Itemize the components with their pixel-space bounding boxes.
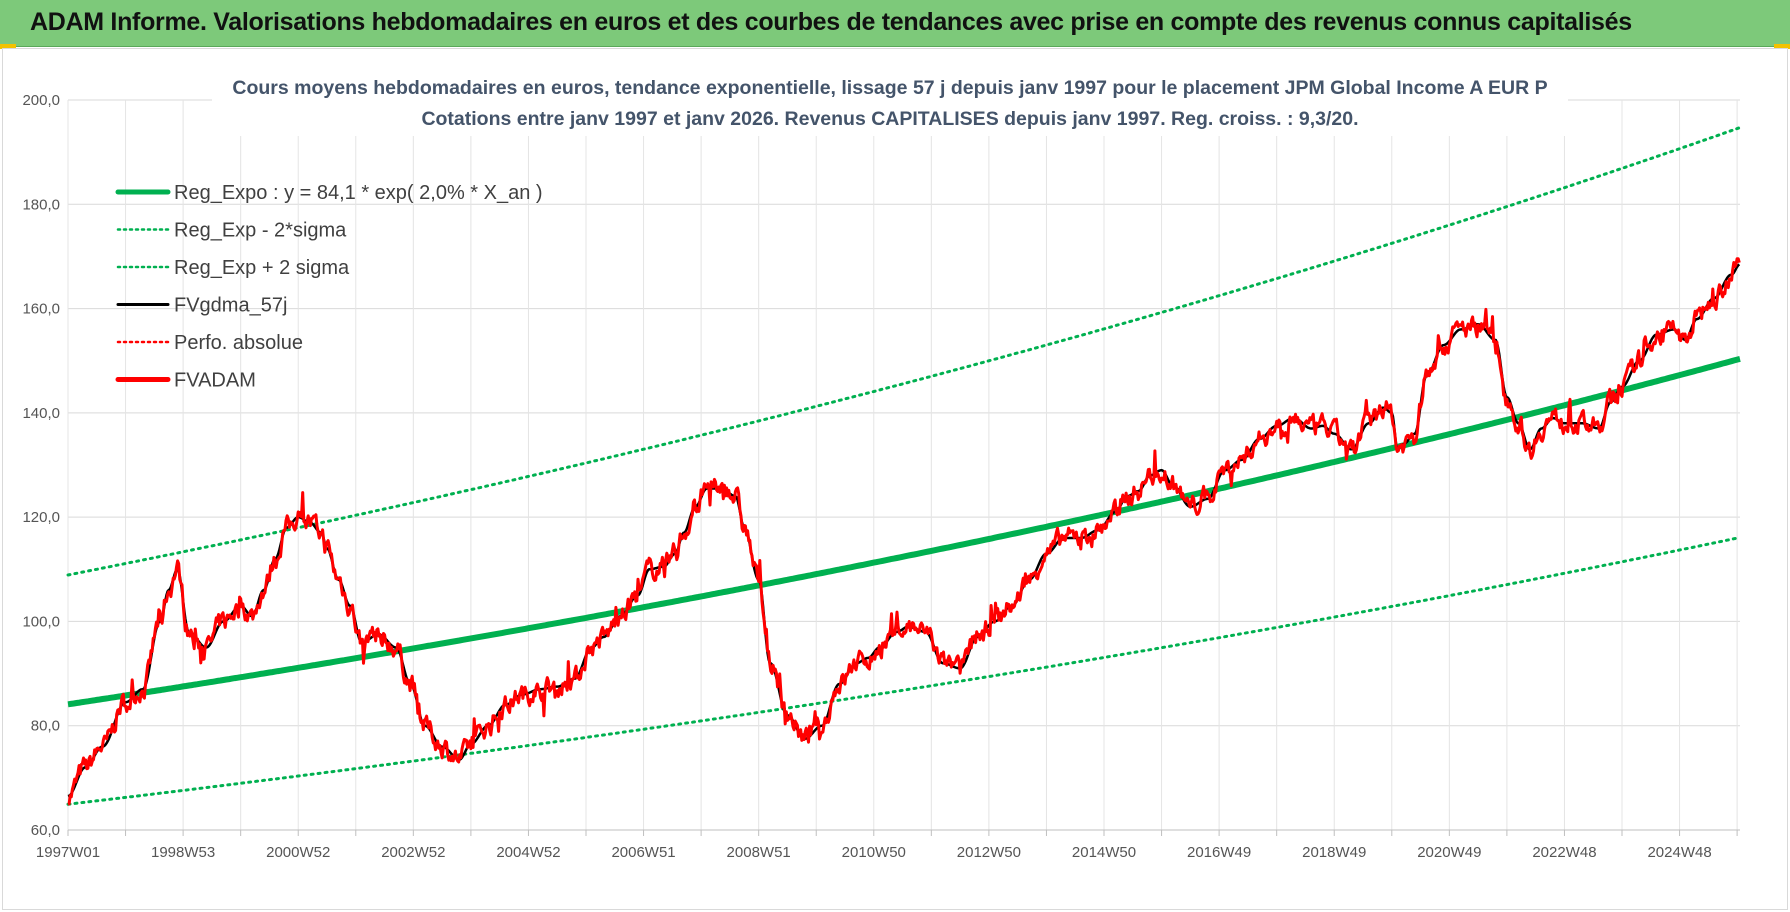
x-tick-label: 2024W48 bbox=[1647, 844, 1711, 861]
corner-marker bbox=[1774, 44, 1790, 49]
x-tick-label: 2002W52 bbox=[381, 844, 445, 861]
legend: Reg_Expo : y = 84,1 * exp( 2,0% * X_an )… bbox=[115, 182, 543, 392]
y-tick-label: 200,0 bbox=[22, 92, 60, 109]
series-fvadam bbox=[67, 257, 1741, 806]
x-tick-label: 2006W51 bbox=[611, 844, 675, 861]
chart-title: Cours moyens hebdomadaires en euros, ten… bbox=[232, 77, 1547, 99]
x-axis-ticks: 1997W01 1998W53 2000W52 2002W52 2004W52 2006W… bbox=[36, 844, 1712, 861]
series-layer bbox=[66, 126, 1742, 806]
y-tick-label: 60,0 bbox=[31, 822, 60, 839]
x-tick-label: 2000W52 bbox=[266, 844, 330, 861]
report-banner: ADAM Informe. Valorisations hebdomadaire… bbox=[0, 0, 1790, 47]
legend-label: Reg_Exp + 2 sigma bbox=[174, 257, 350, 279]
y-tick-label: 100,0 bbox=[22, 613, 60, 630]
legend-label: FVgdma_57j bbox=[174, 295, 287, 317]
y-tick-label: 120,0 bbox=[22, 509, 60, 526]
x-tick-label: 2020W49 bbox=[1417, 844, 1481, 861]
x-tick-label: 2008W51 bbox=[727, 844, 791, 861]
banner-title: ADAM Informe. Valorisations hebdomadaire… bbox=[30, 8, 1632, 36]
legend-label: Perfo. absolue bbox=[174, 332, 303, 354]
grid-lines bbox=[67, 99, 1740, 836]
y-tick-label: 180,0 bbox=[22, 196, 60, 213]
x-tick-label: 2010W50 bbox=[842, 844, 906, 861]
x-tick-label: 2018W49 bbox=[1302, 844, 1366, 861]
series-lower-2sigma bbox=[66, 536, 1742, 806]
chart-frame bbox=[2, 48, 1788, 910]
legend-label: Reg_Exp - 2*sigma bbox=[174, 220, 347, 242]
x-tick-label: 2012W50 bbox=[957, 844, 1021, 861]
corner-marker bbox=[0, 44, 16, 49]
y-tick-label: 160,0 bbox=[22, 301, 60, 318]
x-tick-label: 1997W01 bbox=[36, 844, 100, 861]
series-reg-expo bbox=[67, 355, 1741, 708]
chart-subtitle: Cotations entre janv 1997 et janv 2026. … bbox=[421, 108, 1358, 130]
x-tick-label: 2004W52 bbox=[496, 844, 560, 861]
y-axis-ticks: 200,0 180,0 160,0 140,0 120,0 100,0 80,0 60,0 bbox=[22, 92, 60, 839]
series-upper-2sigma bbox=[66, 126, 1742, 577]
x-tick-label: 1998W53 bbox=[151, 844, 215, 861]
y-tick-label: 80,0 bbox=[31, 718, 60, 735]
title-background bbox=[212, 72, 1568, 136]
legend-label: FVADAM bbox=[174, 370, 256, 392]
legend-label: Reg_Expo : y = 84,1 * exp( 2,0% * X_an ) bbox=[174, 182, 543, 204]
x-tick-label: 2014W50 bbox=[1072, 844, 1136, 861]
y-tick-label: 140,0 bbox=[22, 405, 60, 422]
x-tick-label: 2016W49 bbox=[1187, 844, 1251, 861]
x-tick-label: 2022W48 bbox=[1532, 844, 1596, 861]
